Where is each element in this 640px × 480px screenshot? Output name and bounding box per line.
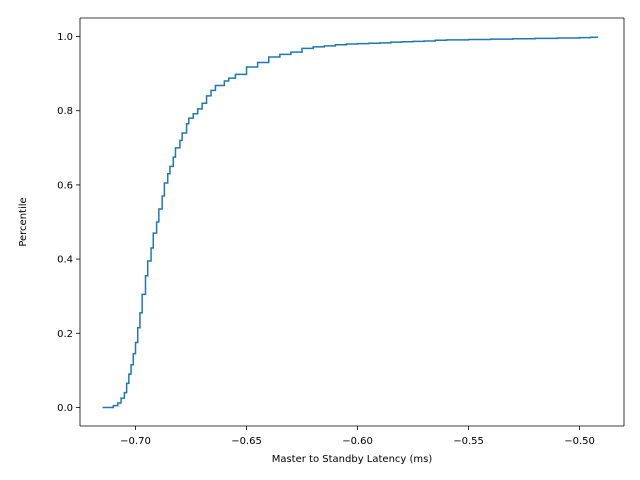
x-tick-label: −0.70: [120, 436, 151, 447]
series-layer: [102, 36, 599, 409]
y-tick-label: 0.2: [57, 329, 73, 340]
cdf-line: [102, 36, 599, 409]
x-axis-ticks: −0.70 −0.65 −0.60 −0.55 −0.50: [120, 426, 595, 447]
x-tick-label: −0.60: [342, 436, 373, 447]
y-axis-ticks: 0.0 0.2 0.4 0.6 0.8 1.0: [57, 32, 80, 414]
y-tick-label: 0.6: [57, 180, 73, 191]
y-tick-label: 0.8: [57, 106, 73, 117]
y-tick-label: 0.0: [57, 403, 73, 414]
plot-area: [80, 18, 624, 426]
y-tick-label: 1.0: [57, 32, 73, 43]
x-tick-label: −0.50: [564, 436, 595, 447]
x-tick-label: −0.65: [231, 436, 262, 447]
axes-frame: [79, 17, 625, 427]
y-axis-label: Percentile: [18, 197, 29, 246]
x-tick-label: −0.55: [453, 436, 484, 447]
y-tick-label: 0.4: [57, 255, 73, 266]
x-axis-label: Master to Standby Latency (ms): [272, 454, 433, 465]
